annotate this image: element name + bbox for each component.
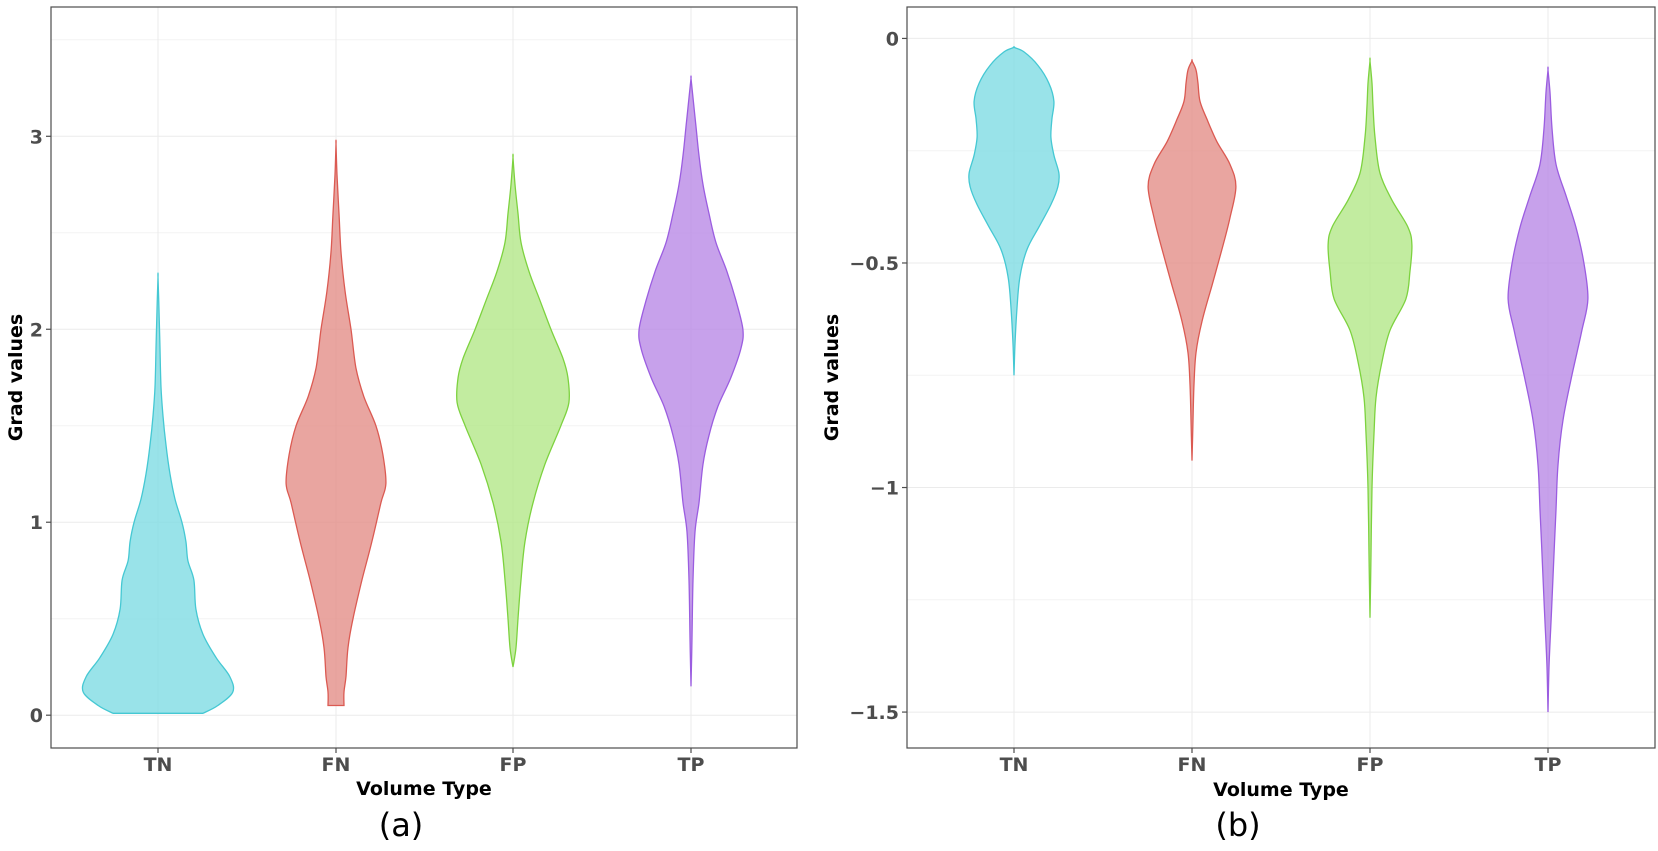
violin-tp xyxy=(1507,66,1589,713)
x-axis-title: Volume Type xyxy=(1213,779,1349,801)
x-axis-title: Volume Type xyxy=(356,778,492,800)
y-tick-label: 0 xyxy=(30,705,43,727)
y-tick-label: −1.5 xyxy=(849,702,899,724)
violin-tn xyxy=(968,46,1060,376)
x-tick-label-fn: FN xyxy=(1178,754,1207,776)
chart-panel-a: 0 1 2 3 TN FN FP TP Volume Type Grad values (a) xyxy=(5,6,798,844)
panel-border xyxy=(906,6,1656,749)
violin-fp xyxy=(456,153,570,668)
panel-caption: (b) xyxy=(1215,806,1260,844)
violin-tn xyxy=(81,272,235,714)
violin-fn xyxy=(1147,59,1237,461)
x-tick-label-fp: FP xyxy=(1357,754,1384,776)
y-axis-title: Grad values xyxy=(821,314,843,441)
violin-fn xyxy=(285,139,387,707)
chart-panel-b: 0 −0.5 −1 −1.5 TN FN FP TP Volume Type Grad value… xyxy=(821,6,1656,844)
violin-fp xyxy=(1327,57,1413,618)
y-tick-label: 0 xyxy=(886,28,899,50)
x-tick-label-tp: TP xyxy=(1535,754,1562,776)
x-tick-label-tn: TN xyxy=(144,754,173,776)
x-tick-label-fp: FP xyxy=(500,754,527,776)
panel-caption: (a) xyxy=(379,806,424,844)
x-tick-label-fn: FN xyxy=(322,754,351,776)
y-axis-title: Grad values xyxy=(5,314,27,441)
violin-tp xyxy=(638,75,744,687)
panel-border xyxy=(50,6,798,749)
x-tick-label-tp: TP xyxy=(678,754,705,776)
y-tick-label: 2 xyxy=(30,319,43,341)
y-tick-label: −1 xyxy=(870,478,899,500)
y-tick-label: 1 xyxy=(30,512,43,534)
x-tick-label-tn: TN xyxy=(1000,754,1029,776)
y-tick-label: −0.5 xyxy=(849,253,899,275)
y-tick-label: 3 xyxy=(30,126,43,148)
